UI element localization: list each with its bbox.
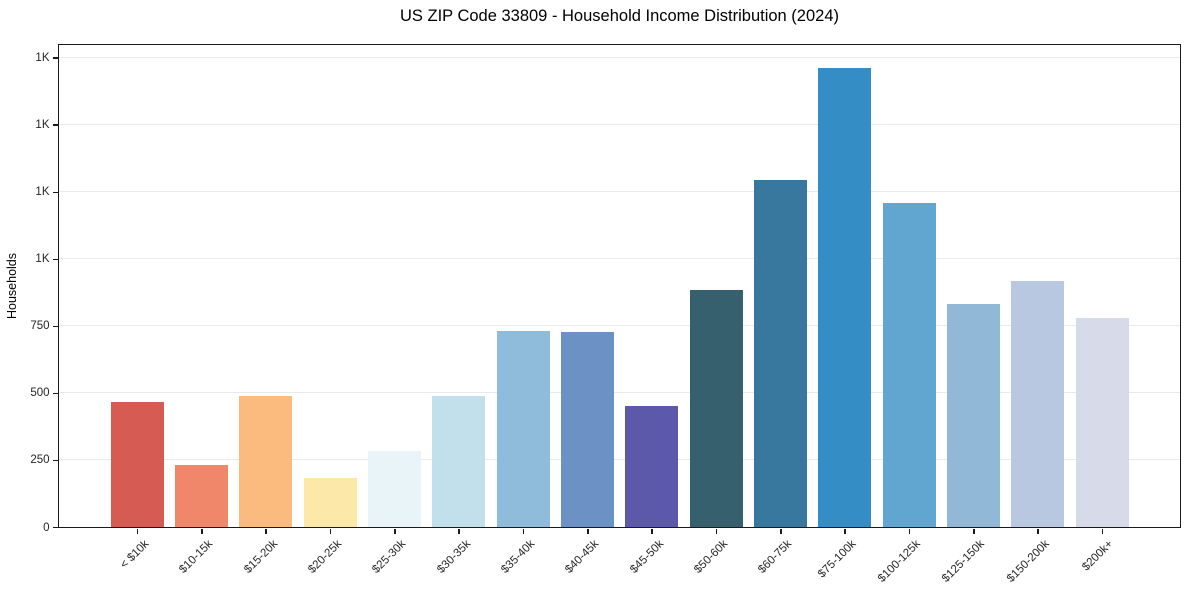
x-tick-label: $20-25k <box>306 537 344 576</box>
x-tick-label: < $10k <box>117 537 151 571</box>
x-tick-mark <box>458 529 460 534</box>
bar-13 <box>946 303 1000 527</box>
x-tick-label: $30-35k <box>434 537 473 576</box>
y-tick-label: 1K <box>35 186 50 199</box>
x-tick-label: $100-125k <box>876 537 923 585</box>
x-tick-mark <box>329 529 332 534</box>
bar-0 <box>110 402 164 527</box>
x-tick-label: $40-45k <box>563 537 602 576</box>
y-tick-label: 1K <box>35 52 50 65</box>
x-tick-label: $25-30k <box>370 537 409 576</box>
y-tick-label: 1K <box>35 119 50 132</box>
x-tick-mark <box>394 529 396 534</box>
y-tick-label: 750 <box>30 320 50 333</box>
bar-10 <box>753 180 807 527</box>
x-tick-mark <box>136 529 139 534</box>
x-tick-label: $15-20k <box>241 537 280 576</box>
x-tick-mark <box>1037 529 1039 534</box>
gridline <box>59 56 1180 58</box>
y-tick-mark <box>53 392 58 395</box>
x-tick-label: $50-60k <box>692 537 730 576</box>
y-tick-mark <box>53 459 58 462</box>
bar-6 <box>496 330 550 527</box>
bar-2 <box>239 395 293 527</box>
x-tick-label: $200k+ <box>1080 537 1116 573</box>
x-tick-mark <box>780 529 782 534</box>
x-tick-mark <box>522 529 525 534</box>
bar-15 <box>1075 318 1129 527</box>
bar-9 <box>689 289 743 527</box>
x-tick-mark <box>1101 529 1104 534</box>
y-tick-label: 500 <box>30 387 50 400</box>
y-tick-label: 1K <box>35 253 50 266</box>
x-tick-label: $35-40k <box>499 537 537 576</box>
x-tick-mark <box>201 529 203 534</box>
y-tick-label: 250 <box>30 454 50 467</box>
x-tick-mark <box>973 529 975 534</box>
plot-area <box>58 44 1181 528</box>
x-tick-mark <box>587 529 589 534</box>
x-tick-label: $45-50k <box>627 537 666 576</box>
bar-3 <box>303 477 357 527</box>
bar-1 <box>174 464 228 527</box>
x-tick-label: $125-150k <box>940 537 988 585</box>
gridline <box>59 391 1180 393</box>
gridline <box>59 458 1180 460</box>
gridline <box>59 324 1180 326</box>
bar-5 <box>432 395 486 527</box>
y-tick-mark <box>53 258 58 260</box>
x-tick-label: $150-200k <box>1004 537 1052 585</box>
y-tick-label: 0 <box>43 521 50 534</box>
bar-14 <box>1011 280 1065 527</box>
bar-7 <box>560 332 614 527</box>
y-tick-mark <box>53 191 58 193</box>
x-tick-label: $10-15k <box>177 537 216 576</box>
bar-11 <box>818 68 872 527</box>
gridline <box>59 257 1180 259</box>
x-tick-mark <box>715 529 718 534</box>
gridline <box>59 123 1180 125</box>
x-tick-label: $75-100k <box>816 537 859 580</box>
y-tick-mark <box>53 57 58 59</box>
x-tick-label: $60-75k <box>756 537 795 576</box>
gridline <box>59 190 1180 192</box>
y-tick-mark <box>53 124 58 126</box>
chart-title: US ZIP Code 33809 - Household Income Dis… <box>399 7 839 25</box>
y-tick-mark <box>53 526 58 529</box>
x-tick-mark <box>265 529 267 534</box>
bar-4 <box>367 451 421 527</box>
x-tick-mark <box>908 529 911 534</box>
bar-12 <box>882 202 936 527</box>
x-tick-mark <box>844 529 846 534</box>
y-tick-mark <box>53 325 58 328</box>
x-tick-mark <box>651 529 653 534</box>
bar-8 <box>625 406 679 527</box>
